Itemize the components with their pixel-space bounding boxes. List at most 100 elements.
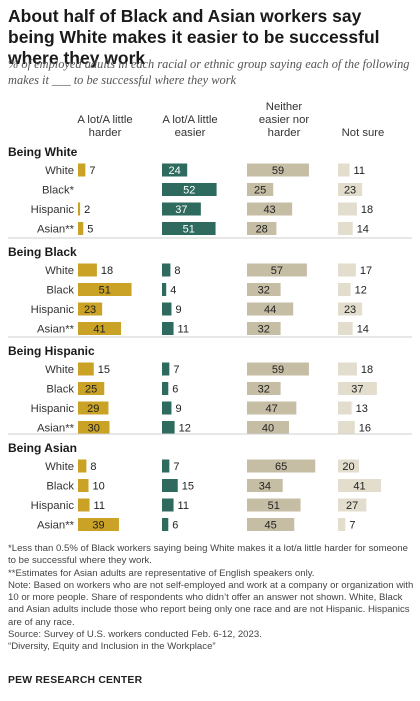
data-label: 25: [254, 185, 266, 197]
bar: [338, 479, 382, 492]
bar: [162, 283, 167, 296]
data-label: 39: [92, 520, 104, 532]
data-label: 40: [262, 423, 274, 435]
bar: [78, 202, 81, 216]
bar: [338, 362, 357, 376]
bar: [338, 459, 359, 473]
bar: [78, 421, 110, 434]
data-label: 29: [87, 403, 99, 415]
bar: [338, 263, 356, 277]
row-label: Black*: [42, 185, 75, 197]
row-label: Black: [46, 285, 74, 297]
chart-subtitle: % of employed adults in each racial or e…: [8, 57, 410, 87]
data-label: 15: [182, 481, 194, 493]
row-label: White: [45, 165, 74, 177]
data-label: 52: [183, 185, 195, 197]
data-label: 10: [93, 481, 105, 493]
bar: [247, 362, 309, 376]
data-label: 11: [178, 324, 189, 336]
row-label: White: [45, 265, 74, 277]
row-label: Asian**: [37, 324, 75, 336]
bar: [162, 302, 172, 316]
data-label: 23: [344, 185, 356, 197]
bar: [338, 202, 357, 216]
bar: [78, 283, 132, 296]
data-label: 14: [357, 324, 369, 336]
bar: [162, 459, 170, 473]
data-label: 8: [90, 461, 96, 473]
bar: [78, 263, 97, 277]
note-footnote-1: *Less than 0.5% of Black workers saying …: [8, 543, 408, 567]
data-label: 23: [344, 304, 356, 316]
bar: [162, 163, 188, 177]
bar: [162, 362, 170, 376]
data-label: 65: [275, 461, 287, 473]
bar: [247, 222, 277, 235]
data-label: 6: [172, 384, 178, 396]
bar: [338, 382, 377, 395]
bar: [247, 283, 281, 296]
source-org: PEW RESEARCH CENTER: [8, 675, 143, 686]
data-label: 44: [264, 304, 276, 316]
data-label: 24: [168, 165, 180, 177]
data-label: 34: [259, 481, 271, 493]
bar: [162, 421, 175, 434]
bar: [78, 498, 90, 512]
data-label: 45: [265, 520, 277, 532]
data-label: 27: [346, 500, 358, 512]
bar: [338, 222, 353, 235]
row-label: Hispanic: [31, 500, 75, 512]
row-label: Black: [46, 481, 74, 493]
data-label: 23: [84, 304, 96, 316]
row-label: Hispanic: [31, 304, 75, 316]
data-label: 47: [266, 403, 278, 415]
bar: [247, 183, 274, 196]
row-label: Hispanic: [31, 204, 75, 216]
chart-notes: *Less than 0.5% of Black workers saying …: [8, 543, 414, 654]
data-label: 7: [89, 165, 95, 177]
data-label: 12: [179, 423, 191, 435]
data-label: 32: [258, 285, 270, 297]
bar: [338, 283, 351, 296]
data-label: 32: [258, 324, 270, 336]
data-label: 5: [87, 224, 93, 236]
bar: [338, 163, 350, 177]
bar: [162, 518, 169, 531]
data-label: 25: [85, 384, 97, 396]
bar: [162, 222, 216, 235]
data-label: 13: [356, 403, 368, 415]
bar: [162, 263, 171, 277]
data-label: 51: [99, 285, 111, 297]
bar: [247, 518, 295, 531]
data-label: 7: [173, 461, 179, 473]
bar: [247, 382, 281, 395]
bar: [247, 263, 307, 277]
data-label: 16: [359, 423, 371, 435]
data-label: 59: [272, 165, 284, 177]
note-footnote-2: **Estimates for Asian adults are represe…: [8, 567, 315, 579]
bar: [78, 479, 89, 492]
bar: [162, 202, 201, 216]
data-label: 57: [271, 265, 283, 277]
bar: [162, 479, 178, 492]
bar: [247, 163, 309, 177]
group-heading: Being Black: [8, 245, 77, 259]
data-label: 20: [342, 461, 354, 473]
bar: [162, 322, 174, 335]
bar: [338, 401, 352, 415]
bar: [247, 322, 281, 335]
data-label: 18: [361, 204, 373, 216]
data-label: 18: [361, 364, 373, 376]
row-label: Hispanic: [31, 403, 75, 415]
row-label: Asian**: [37, 423, 75, 435]
group-heading: Being Asian: [8, 441, 77, 455]
bar: [247, 459, 316, 473]
data-label: 28: [256, 224, 268, 236]
data-label: 2: [84, 204, 90, 216]
data-label: 30: [88, 423, 100, 435]
bar: [338, 421, 355, 434]
group-heading: Being White: [8, 145, 78, 159]
bar: [162, 382, 169, 395]
data-label: 59: [272, 364, 284, 376]
bar: [338, 518, 346, 531]
